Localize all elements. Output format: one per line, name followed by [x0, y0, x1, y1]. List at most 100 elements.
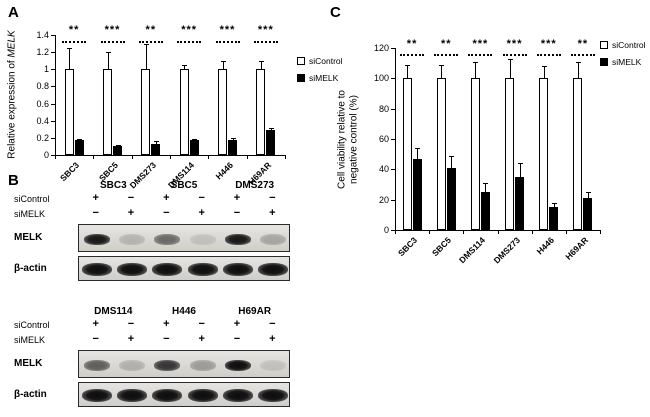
condition-label-siMELK: siMELK — [14, 335, 46, 345]
error-bar-siMELK-H69AR — [270, 127, 272, 131]
x-axis-tick — [531, 230, 533, 234]
error-bar-cap — [105, 52, 111, 54]
protein-band — [258, 389, 289, 402]
cell-line-label-SBC5: SBC5 — [170, 180, 198, 191]
significance-marker-H69AR: ** — [577, 38, 589, 50]
condition-label-siMELK: siMELK — [14, 209, 46, 219]
bar-siMELK-SBC3 — [412, 158, 422, 230]
legend-item-simelk: siMELK — [600, 57, 646, 67]
error-bar-cap — [541, 66, 547, 68]
significance-line-H446 — [215, 41, 240, 43]
protein-band — [81, 263, 112, 276]
y-axis-tick — [51, 155, 55, 156]
y-tick-label: 80 — [378, 103, 389, 114]
significance-marker-DMS114: *** — [472, 38, 489, 50]
condition-sign: + — [269, 333, 276, 345]
error-bar-siMELK-DMS114 — [485, 182, 487, 193]
error-bar-cap — [483, 182, 489, 184]
protein-band — [152, 389, 183, 402]
legend-label-sicontrol: siControl — [612, 40, 646, 50]
protein-band — [154, 233, 181, 245]
condition-sign: + — [92, 318, 99, 330]
cell-line-label-H446: H446 — [172, 306, 196, 317]
error-bar-siControl-H446 — [543, 66, 545, 79]
protein-band — [119, 359, 145, 371]
cell-line-label-DMS273: DMS273 — [235, 180, 275, 191]
y-tick-label: 1.4 — [36, 30, 49, 40]
protein-band — [83, 233, 110, 245]
y-axis — [395, 48, 396, 230]
bar-siControl-SBC3 — [64, 69, 74, 155]
error-bar-cap — [415, 148, 421, 150]
significance-marker-DMS273: ** — [145, 24, 157, 36]
bar-siControl-H69AR — [256, 69, 266, 155]
y-axis-tick — [51, 86, 55, 88]
error-bar-cap — [182, 65, 188, 66]
y-tick-label: 120 — [373, 43, 389, 53]
condition-sign: − — [127, 192, 135, 204]
y-axis-tick — [391, 169, 395, 171]
condition-sign: + — [198, 333, 205, 345]
error-bar-siControl-DMS114 — [184, 65, 186, 70]
condition-sign: − — [92, 333, 99, 345]
protein-band — [225, 359, 251, 371]
bar-siMELK-DMS273 — [151, 143, 161, 155]
condition-label-siControl: siControl — [14, 320, 50, 330]
bar-siMELK-SBC5 — [446, 167, 456, 230]
error-bar-siControl-SBC3 — [69, 47, 71, 70]
bar-siControl-H446 — [539, 78, 549, 230]
x-axis-tick — [93, 155, 95, 159]
condition-sign: − — [163, 207, 170, 219]
x-axis-tick — [497, 230, 499, 234]
significance-marker-H69AR: *** — [257, 24, 274, 36]
bar-siControl-SBC5 — [103, 69, 112, 155]
x-axis-tick — [246, 155, 248, 159]
y-tick-label: 100 — [373, 73, 389, 84]
significance-line-H69AR — [253, 41, 278, 43]
legend-label-simelk: siMELK — [612, 57, 642, 67]
significance-marker-DMS273: *** — [506, 38, 523, 50]
bar-siMELK-H69AR — [583, 198, 593, 230]
x-axis-tick — [463, 230, 465, 234]
condition-sign: + — [198, 207, 205, 219]
filled-square-swatch — [600, 58, 608, 66]
y-tick-label: 20 — [378, 194, 389, 205]
significance-line-DMS114 — [468, 54, 493, 56]
significance-marker-H446: *** — [219, 24, 236, 36]
error-bar-siControl-SBC5 — [107, 52, 109, 70]
significance-marker-SBC3: ** — [406, 38, 418, 50]
significance-line-DMS114 — [177, 41, 202, 43]
error-bar-cap — [575, 61, 581, 63]
significance-line-SBC3 — [62, 41, 87, 43]
protein-band — [189, 233, 216, 245]
bar-siMELK-H69AR — [266, 130, 276, 155]
bar-siMELK-DMS114 — [480, 192, 490, 230]
y-axis-tick — [391, 48, 395, 49]
y-tick-label: 0 — [383, 225, 389, 235]
y-tick-label: 0.6 — [36, 98, 49, 109]
y-axis-tick — [51, 137, 55, 139]
y-axis-tick — [51, 103, 55, 105]
x-axis-tick — [285, 155, 286, 159]
protein-band — [83, 359, 110, 371]
significance-line-DMS273 — [502, 54, 527, 56]
bar-siMELK-H446 — [549, 207, 559, 230]
significance-line-SBC5 — [434, 54, 459, 56]
y-axis-tick — [51, 69, 55, 71]
open-square-swatch — [600, 41, 608, 49]
y-tick-label: 1.2 — [36, 47, 49, 58]
significance-marker-DMS114: *** — [181, 24, 198, 36]
error-bar-cap — [449, 155, 455, 157]
protein-band — [260, 359, 287, 371]
y-tick-label: 0.2 — [36, 132, 49, 143]
condition-sign: + — [163, 192, 170, 204]
error-bar-cap — [473, 61, 479, 63]
bar-siMELK-SBC3 — [74, 140, 84, 155]
protein-band — [119, 233, 145, 245]
y-axis-tick — [51, 35, 55, 36]
protein-band — [258, 263, 289, 276]
condition-sign: − — [198, 192, 205, 204]
cell-line-label-SBC3: SBC3 — [99, 180, 127, 191]
blot-protein-label-β-actin: β-actin — [14, 388, 47, 400]
